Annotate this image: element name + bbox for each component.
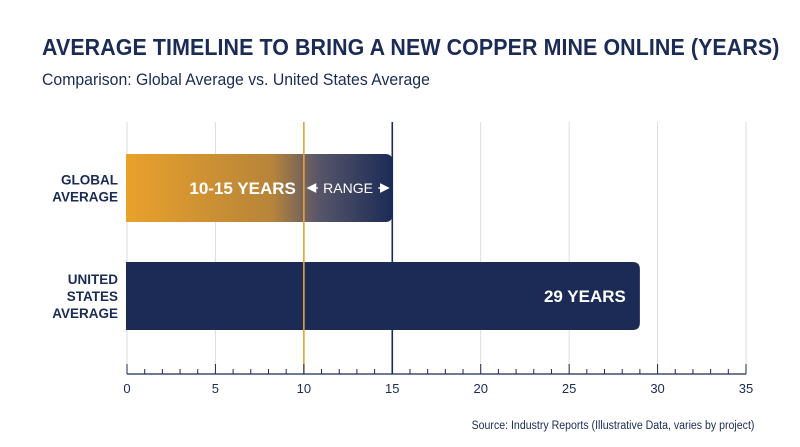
category-label: UNITED <box>68 272 119 287</box>
bar-label-us: 29 YEARS <box>544 287 626 306</box>
category-label: STATES <box>67 289 118 304</box>
x-tick-label: 35 <box>739 381 753 396</box>
category-label: GLOBAL <box>61 173 118 188</box>
chart-title: AVERAGE TIMELINE TO BRING A NEW COPPER M… <box>42 34 780 60</box>
x-tick-label: 5 <box>212 381 219 396</box>
x-tick-label: 20 <box>473 381 487 396</box>
category-label: AVERAGE <box>52 190 118 205</box>
x-tick-label: 15 <box>385 381 399 396</box>
source-note: Source: Industry Reports (Illustrative D… <box>471 420 754 432</box>
bar-label-global: 10-15 YEARS <box>189 179 295 198</box>
x-tick-label: 30 <box>650 381 664 396</box>
chart-subtitle: Comparison: Global Average vs. United St… <box>42 70 430 89</box>
category-label: AVERAGE <box>52 306 118 321</box>
range-label: RANGE <box>323 180 373 196</box>
x-tick-label: 0 <box>123 381 130 396</box>
bar-united-states-average <box>126 262 640 330</box>
x-tick-label: 25 <box>562 381 576 396</box>
bar-global-average <box>126 154 393 222</box>
x-tick-label: 10 <box>297 381 311 396</box>
